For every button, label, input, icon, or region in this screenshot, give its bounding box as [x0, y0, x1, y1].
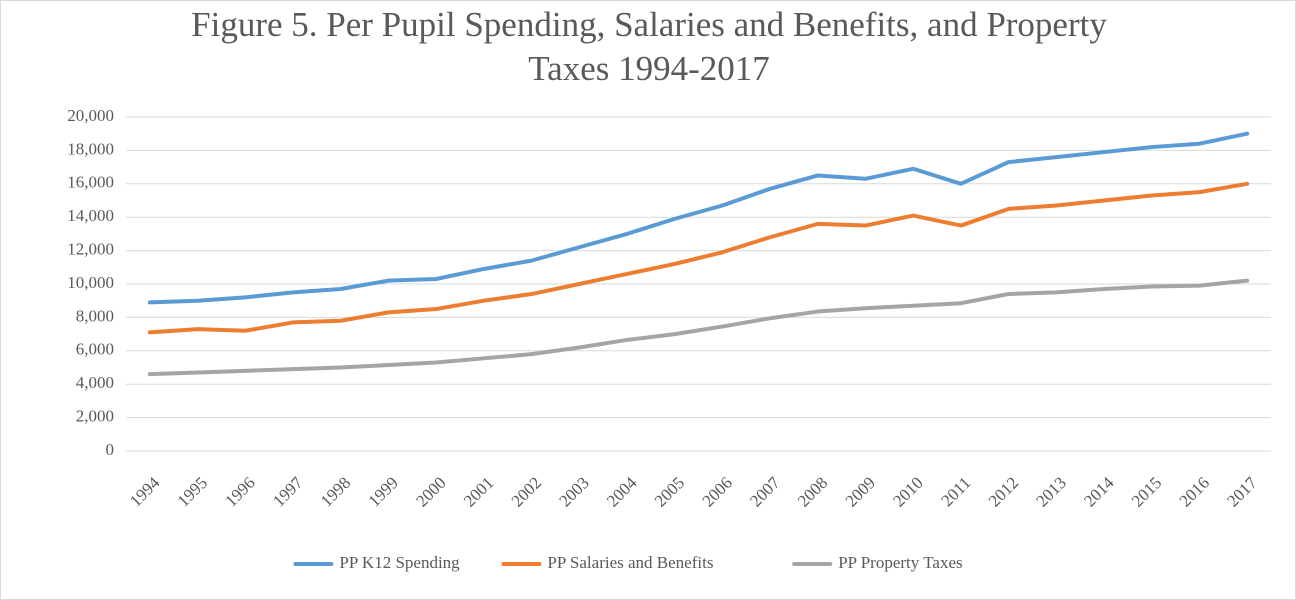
x-tick-label: 2005: [651, 473, 688, 510]
series-line: [147, 278, 1250, 377]
x-tick-label: 2014: [1080, 473, 1118, 511]
series-line: [147, 131, 1250, 305]
x-tick-label: 2012: [985, 473, 1022, 510]
x-tick-label: 1998: [317, 473, 354, 510]
y-tick-label: 20,000: [67, 106, 114, 125]
x-tick-label: 1999: [365, 473, 402, 510]
x-tick-label: 2007: [746, 473, 784, 511]
x-tick-label: 2001: [460, 473, 497, 510]
y-tick-label: 8,000: [76, 306, 114, 325]
x-tick-label: 2009: [842, 473, 879, 510]
y-tick-label: 14,000: [67, 206, 114, 225]
x-tick-label: 2017: [1223, 473, 1261, 511]
y-tick-label: 4,000: [76, 373, 114, 392]
x-tick-label: 2016: [1176, 473, 1213, 510]
series-line: [147, 181, 1250, 335]
x-tick-label: 1994: [126, 473, 164, 511]
x-tick-label: 2003: [555, 473, 592, 510]
x-tick-label: 2006: [698, 473, 735, 510]
y-tick-label: 0: [106, 440, 115, 459]
y-tick-label: 12,000: [67, 240, 114, 259]
legend-label: PP Salaries and Benefits: [547, 553, 713, 572]
y-tick-label: 16,000: [67, 173, 114, 192]
x-tick-label: 1996: [221, 473, 258, 510]
legend-label: PP K12 Spending: [339, 553, 460, 572]
legend-label: PP Property Taxes: [838, 553, 962, 572]
y-tick-label: 2,000: [76, 407, 114, 426]
x-tick-label: 1997: [269, 473, 307, 511]
x-tick-label: 2015: [1128, 473, 1165, 510]
x-tick-label: 2002: [508, 473, 545, 510]
y-tick-label: 10,000: [67, 273, 114, 292]
x-tick-label: 2011: [937, 473, 974, 510]
chart-title: Figure 5. Per Pupil Spending, Salaries a…: [191, 5, 1107, 88]
x-tick-label: 2008: [794, 473, 831, 510]
x-tick-label: 2004: [603, 473, 641, 511]
x-tick-label: 2010: [889, 473, 926, 510]
y-tick-label: 6,000: [76, 340, 114, 359]
x-tick-label: 2013: [1032, 473, 1069, 510]
x-tick-label: 2000: [412, 473, 449, 510]
y-tick-label: 18,000: [67, 139, 114, 158]
x-tick-label: 1995: [174, 473, 211, 510]
